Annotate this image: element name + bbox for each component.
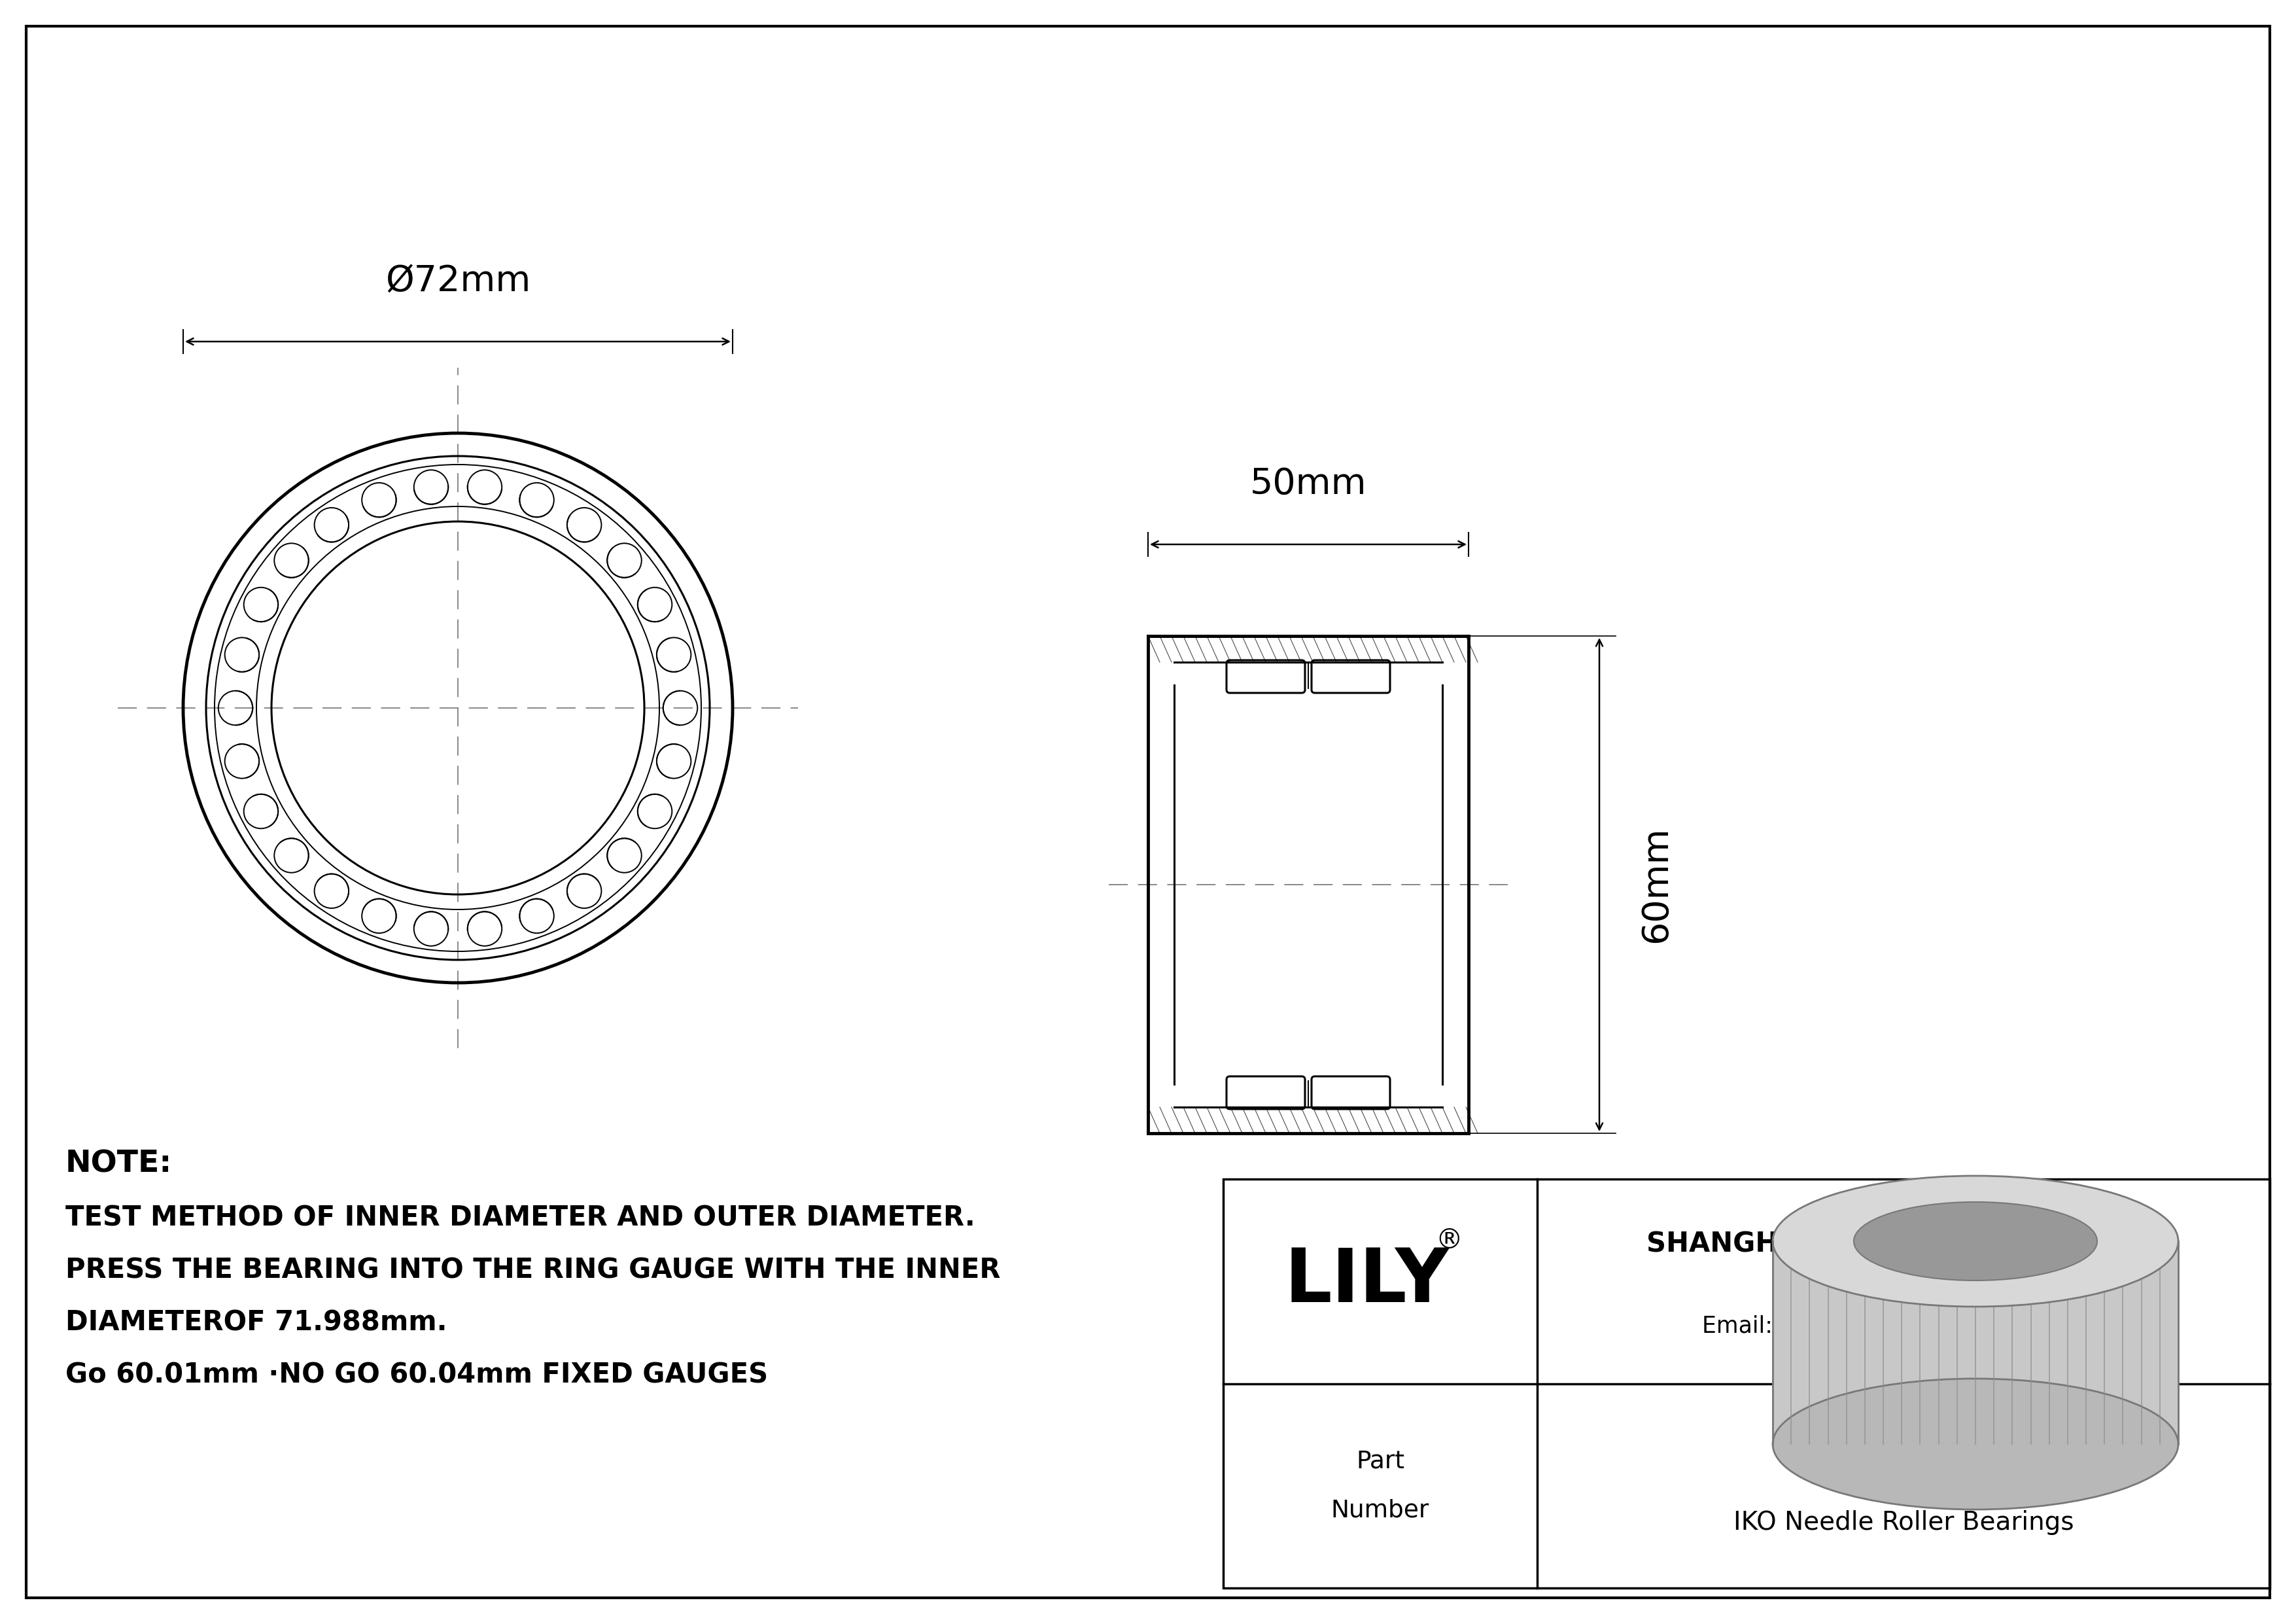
Text: PRESS THE BEARING INTO THE RING GAUGE WITH THE INNER: PRESS THE BEARING INTO THE RING GAUGE WI… (64, 1257, 1001, 1283)
Text: TEST METHOD OF INNER DIAMETER AND OUTER DIAMETER.: TEST METHOD OF INNER DIAMETER AND OUTER … (64, 1203, 976, 1231)
Ellipse shape (1773, 1379, 2179, 1509)
Text: 50mm: 50mm (1249, 466, 1366, 502)
Text: 60mm: 60mm (1639, 827, 1674, 944)
Bar (1224, 1179, 2271, 1588)
Ellipse shape (1773, 1176, 2179, 1307)
Text: Go 60.01mm ·NO GO 60.04mm FIXED GAUGES: Go 60.01mm ·NO GO 60.04mm FIXED GAUGES (64, 1361, 769, 1389)
Text: Ø72mm: Ø72mm (386, 263, 530, 299)
Text: Part: Part (1357, 1450, 1405, 1473)
Text: LILY: LILY (1286, 1246, 1449, 1317)
Text: NOTE:: NOTE: (64, 1150, 172, 1179)
Bar (1773, 1241, 2179, 1444)
Text: IKO Needle Roller Bearings: IKO Needle Roller Bearings (1733, 1510, 2073, 1535)
Text: ®: ® (1435, 1228, 1463, 1254)
Text: Number: Number (1332, 1499, 1430, 1522)
Text: TAMW6050: TAMW6050 (1791, 1437, 2018, 1473)
Ellipse shape (1853, 1202, 2096, 1280)
Text: Email: lilybearing@lily-bearing.com: Email: lilybearing@lily-bearing.com (1701, 1315, 2105, 1338)
Text: SHANGHAI LILY BEARING LIMITED: SHANGHAI LILY BEARING LIMITED (1646, 1231, 2161, 1259)
Text: DIAMETEROF 71.988mm.: DIAMETEROF 71.988mm. (64, 1309, 448, 1337)
